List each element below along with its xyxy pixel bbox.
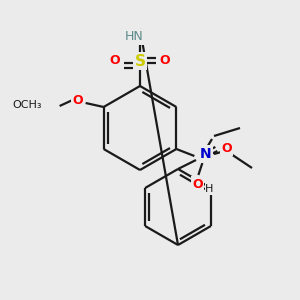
Text: H: H <box>206 184 214 194</box>
Text: OCH₃: OCH₃ <box>12 100 42 110</box>
Text: O: O <box>110 53 120 67</box>
Text: HN: HN <box>124 31 143 44</box>
Text: N: N <box>200 147 212 161</box>
Text: O: O <box>221 142 232 154</box>
Text: O: O <box>192 178 203 190</box>
Text: O: O <box>72 94 83 106</box>
Text: S: S <box>134 53 146 68</box>
Text: O: O <box>160 53 170 67</box>
